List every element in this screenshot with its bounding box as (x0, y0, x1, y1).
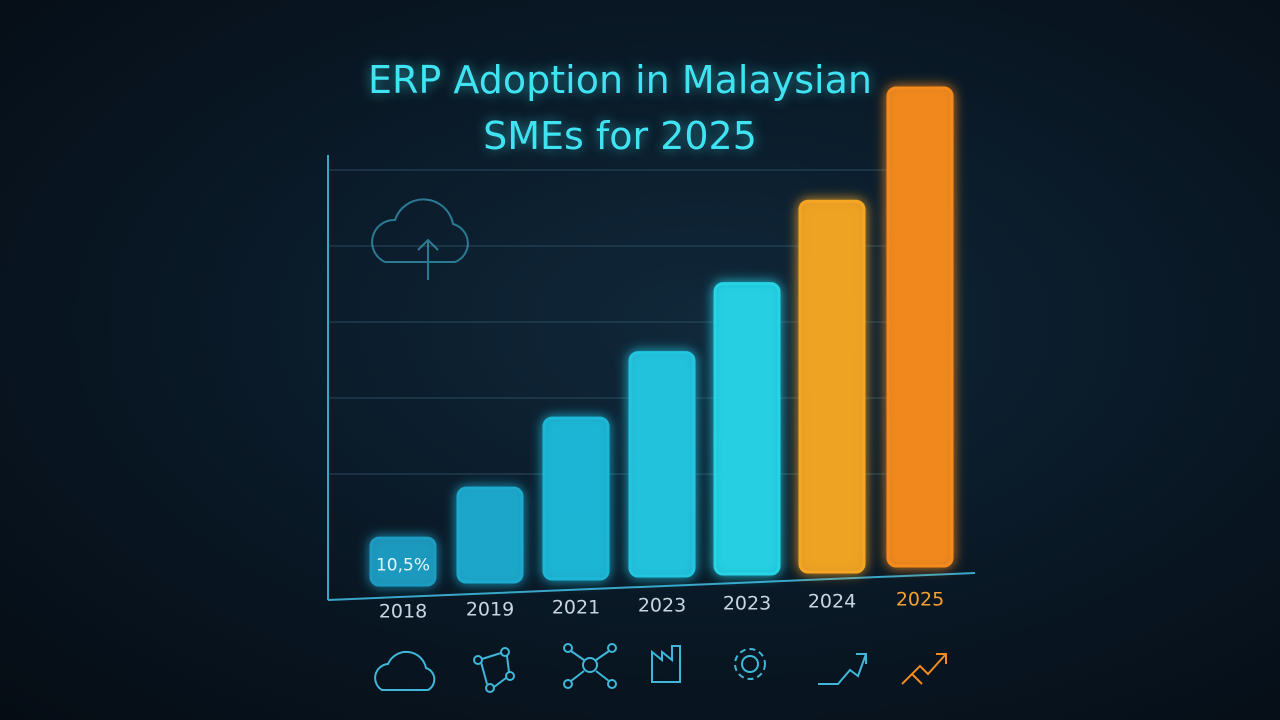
bar (798, 199, 866, 574)
x-tick-label: 2023 (723, 593, 771, 615)
bar (542, 416, 610, 581)
factory-icon (651, 645, 681, 683)
chart-title: ERP Adoption in Malaysian SMEs for 2025 (368, 58, 872, 158)
bar (369, 536, 437, 587)
bar (886, 86, 954, 568)
growth-icon (818, 653, 867, 685)
bar (628, 351, 696, 578)
growth-icon-highlight (901, 653, 947, 685)
cloud-upload-icon (371, 198, 469, 280)
bar (456, 486, 524, 584)
value-label: 10,5% (376, 556, 430, 576)
x-axis (327, 572, 976, 601)
x-tick-label: 2024 (808, 591, 856, 613)
x-tick-label: 2018 (379, 601, 427, 623)
bottom-icons (374, 643, 947, 693)
network-icon (473, 647, 515, 693)
x-tick-label: 2021 (552, 597, 600, 619)
hub-icon (563, 643, 617, 689)
x-tick-label: 2025 (896, 589, 944, 611)
x-tick-label: 2019 (466, 599, 514, 621)
cloud-icon (374, 650, 436, 691)
bar (713, 282, 781, 576)
gear-icon (734, 648, 766, 680)
x-tick-label: 2023 (638, 595, 686, 617)
